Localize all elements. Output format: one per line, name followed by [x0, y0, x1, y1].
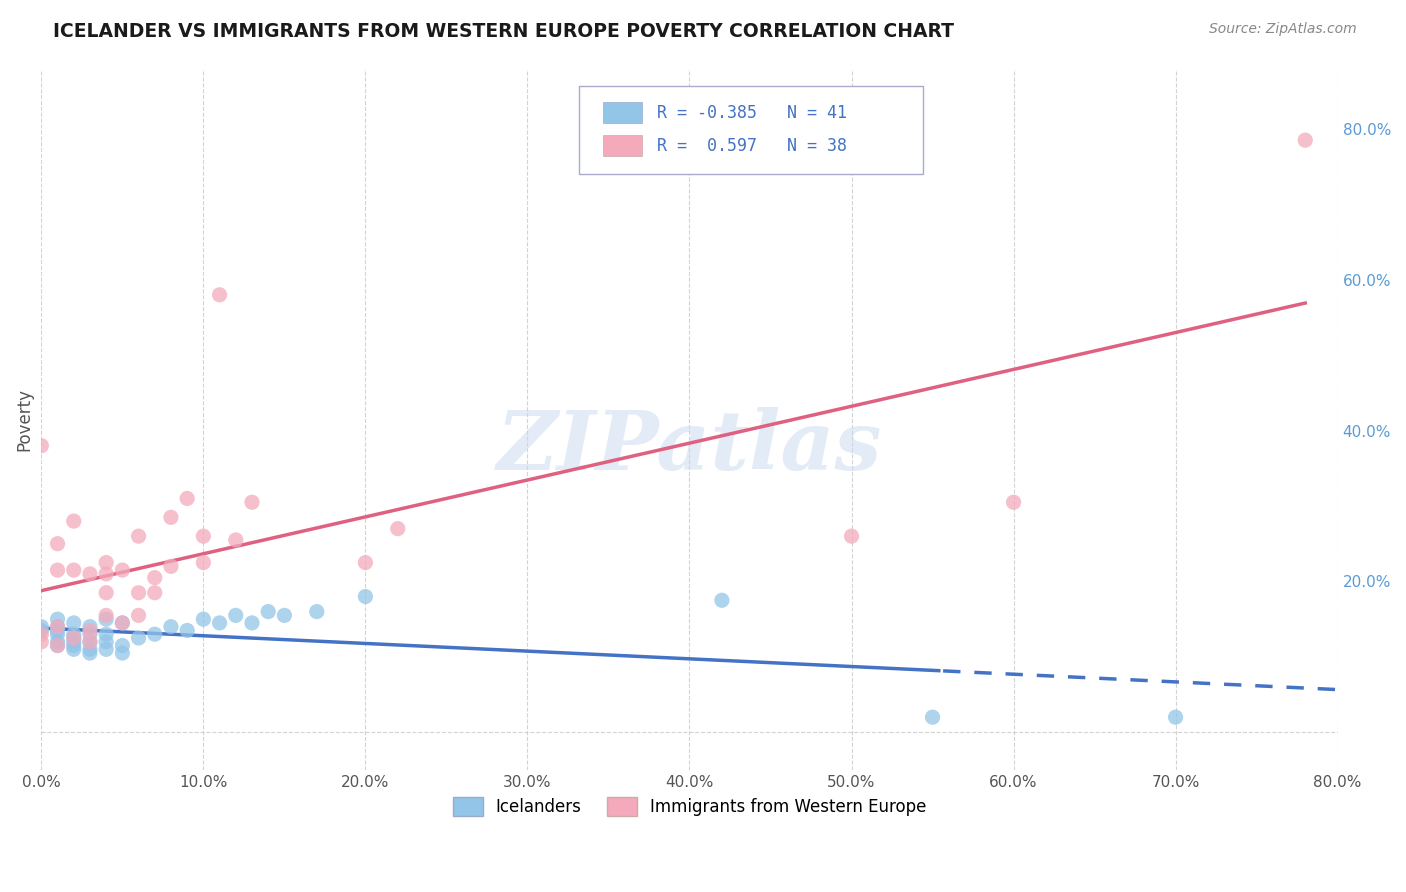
Point [94, 556, 117, 570]
Point [128, 631, 150, 645]
FancyBboxPatch shape [603, 103, 641, 123]
Point [79, 566, 101, 581]
Point [1294, 133, 1316, 147]
Point [30, 624, 52, 638]
Point [46, 563, 69, 577]
Point [193, 612, 215, 626]
Text: Source: ZipAtlas.com: Source: ZipAtlas.com [1209, 22, 1357, 37]
Point [128, 529, 150, 543]
Point [79, 620, 101, 634]
Point [160, 510, 183, 524]
Point [208, 615, 231, 630]
Point [46, 620, 69, 634]
Point [1164, 710, 1187, 724]
Point [841, 529, 863, 543]
Point [62, 639, 84, 653]
Point [46, 639, 69, 653]
Point [62, 615, 84, 630]
Point [305, 605, 328, 619]
Point [46, 639, 69, 653]
Point [111, 639, 134, 653]
Text: ICELANDER VS IMMIGRANTS FROM WESTERN EUROPE POVERTY CORRELATION CHART: ICELANDER VS IMMIGRANTS FROM WESTERN EUR… [53, 22, 955, 41]
Point [143, 586, 166, 600]
Y-axis label: Poverty: Poverty [15, 388, 32, 450]
Point [257, 605, 280, 619]
Point [62, 634, 84, 648]
Point [94, 608, 117, 623]
Point [46, 634, 69, 648]
Point [710, 593, 733, 607]
FancyBboxPatch shape [579, 86, 922, 174]
Point [30, 634, 52, 648]
Point [46, 620, 69, 634]
Point [94, 586, 117, 600]
Point [46, 627, 69, 641]
Point [225, 608, 247, 623]
Point [94, 627, 117, 641]
Point [79, 624, 101, 638]
Point [240, 615, 263, 630]
Point [193, 556, 215, 570]
Point [176, 624, 198, 638]
Point [208, 287, 231, 301]
Point [62, 627, 84, 641]
Point [921, 710, 943, 724]
Point [111, 646, 134, 660]
Point [94, 634, 117, 648]
Point [1002, 495, 1025, 509]
Point [62, 631, 84, 645]
Point [30, 439, 52, 453]
Point [94, 566, 117, 581]
Point [143, 571, 166, 585]
Point [111, 615, 134, 630]
Point [354, 590, 377, 604]
Point [160, 559, 183, 574]
Point [62, 642, 84, 657]
Point [94, 612, 117, 626]
Point [94, 642, 117, 657]
Point [79, 634, 101, 648]
FancyBboxPatch shape [603, 136, 641, 156]
Text: R =  0.597   N = 38: R = 0.597 N = 38 [657, 136, 846, 154]
Point [111, 615, 134, 630]
Point [240, 495, 263, 509]
Point [387, 522, 409, 536]
Point [128, 608, 150, 623]
Point [62, 514, 84, 528]
Point [30, 627, 52, 641]
Point [143, 627, 166, 641]
Point [79, 642, 101, 657]
Point [46, 537, 69, 551]
Point [62, 563, 84, 577]
Point [46, 624, 69, 638]
Point [354, 556, 377, 570]
Point [46, 612, 69, 626]
Legend: Icelanders, Immigrants from Western Europe: Icelanders, Immigrants from Western Euro… [444, 789, 935, 825]
Point [111, 563, 134, 577]
Point [128, 586, 150, 600]
Point [62, 631, 84, 645]
Point [225, 533, 247, 547]
Point [79, 646, 101, 660]
Point [160, 620, 183, 634]
Point [176, 491, 198, 506]
Point [79, 634, 101, 648]
Point [273, 608, 295, 623]
Point [193, 529, 215, 543]
Point [79, 627, 101, 641]
Point [30, 620, 52, 634]
Text: ZIPatlas: ZIPatlas [496, 408, 882, 487]
Text: R = -0.385   N = 41: R = -0.385 N = 41 [657, 103, 846, 121]
